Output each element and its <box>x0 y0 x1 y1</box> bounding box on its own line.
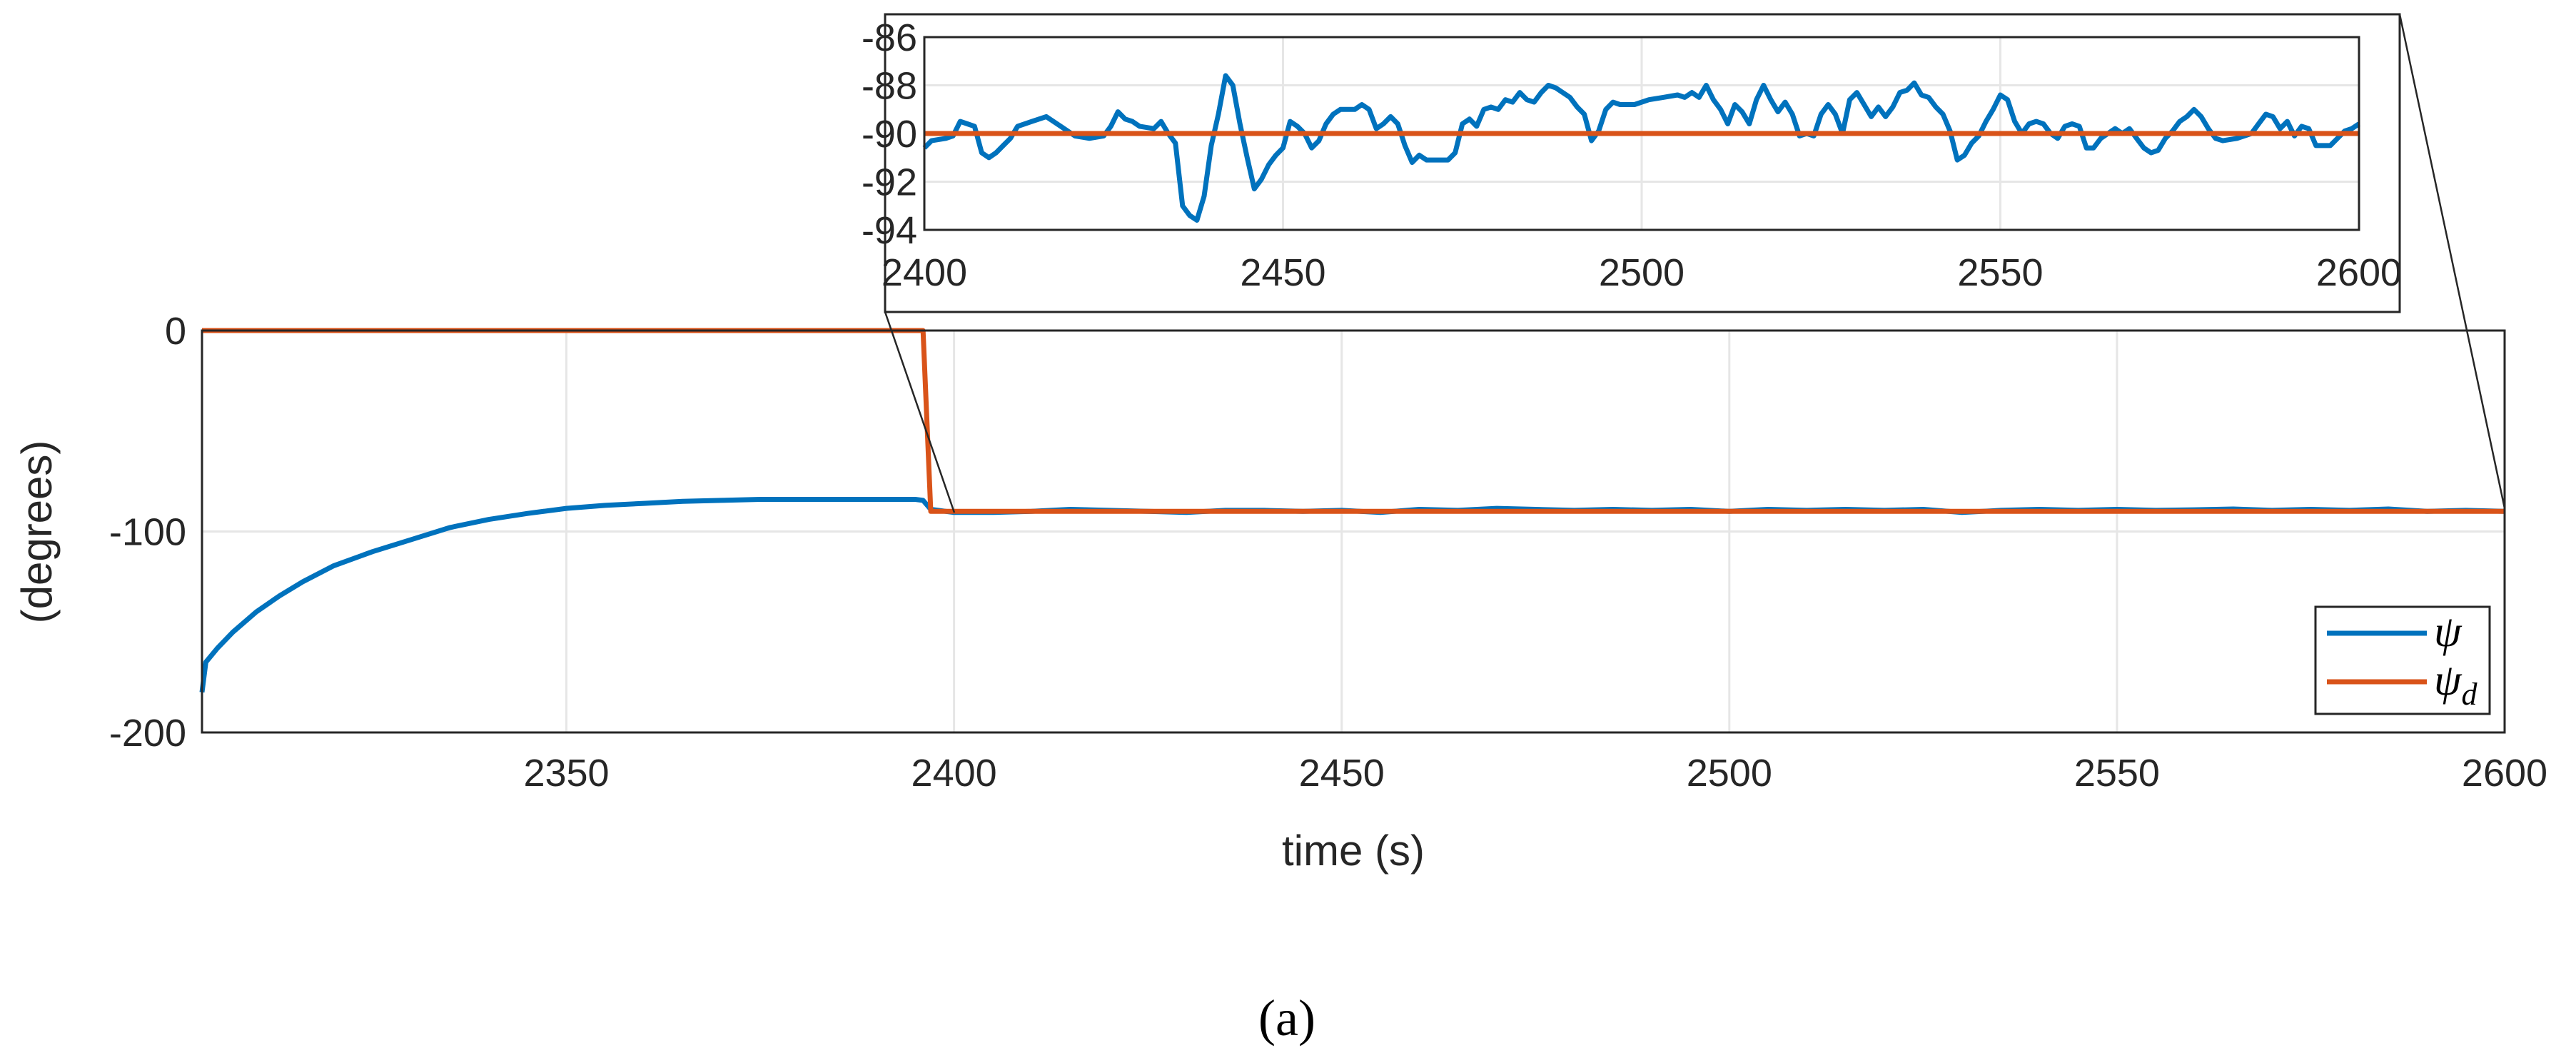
legend-label-psi: ψ <box>2434 608 2463 656</box>
inset-series <box>922 73 2360 223</box>
inset-x-tick-label: 2450 <box>1240 251 1325 294</box>
main-y-tick-label: -100 <box>109 511 186 554</box>
main-x-tick-label: 2550 <box>2074 752 2160 795</box>
inset-y-tick-label: -94 <box>862 209 917 252</box>
legend-label-psid: ψd <box>2434 656 2478 712</box>
y-axis-label: (degrees) <box>13 440 61 624</box>
legend: ψ ψd <box>2314 605 2491 715</box>
legend-label-psid-subscript: d <box>2462 677 2478 712</box>
main-x-tick-labels: 2350 2400 2450 2500 2550 2600 <box>523 752 2547 795</box>
main-plot-frame <box>201 329 2506 734</box>
zoom-connector-left <box>884 311 956 513</box>
inset-y-tick-label: -90 <box>862 113 917 156</box>
main-x-tick-label: 2500 <box>1687 752 1772 795</box>
inset-x-tick-label: 2600 <box>2316 251 2402 294</box>
zoom-connector-right <box>2398 14 2506 509</box>
main-x-tick-label: 2450 <box>1299 752 1385 795</box>
inset-x-tick-label: 2550 <box>1957 251 2043 294</box>
main-y-tick-labels: 0 -100 -200 <box>109 310 186 755</box>
inset-x-tick-label: 2400 <box>882 251 967 294</box>
x-axis-label: time (s) <box>1282 827 1425 875</box>
inset-y-tick-label: -86 <box>862 16 917 59</box>
main-y-tick-label: 0 <box>165 310 186 353</box>
zoom-connectors <box>884 14 2506 513</box>
inset-plot: 2400 2450 2500 2550 2600 -86 -88 -90 -92 -94 <box>862 13 2402 313</box>
legend-box <box>2314 605 2491 715</box>
inset-x-tick-labels: 2400 2450 2500 2550 2600 <box>882 251 2402 294</box>
inset-y-tick-labels: -86 -88 -90 -92 -94 <box>862 16 917 252</box>
main-x-tick-label: 2400 <box>911 752 997 795</box>
inset-x-tick-label: 2500 <box>1599 251 1684 294</box>
main-x-tick-label: 2350 <box>523 752 609 795</box>
main-plot: 2350 2400 2450 2500 2550 2600 0 -100 -200 time … <box>13 310 2547 875</box>
inset-y-tick-label: -88 <box>862 65 917 108</box>
inset-y-tick-label: -92 <box>862 161 917 204</box>
inset-plot-frame <box>923 36 2360 231</box>
legend-label-psid-symbol: ψ <box>2434 656 2463 705</box>
main-x-tick-label: 2600 <box>2462 752 2547 795</box>
figure-caption: (a) <box>1258 989 1315 1047</box>
main-y-tick-label: -200 <box>109 712 186 755</box>
